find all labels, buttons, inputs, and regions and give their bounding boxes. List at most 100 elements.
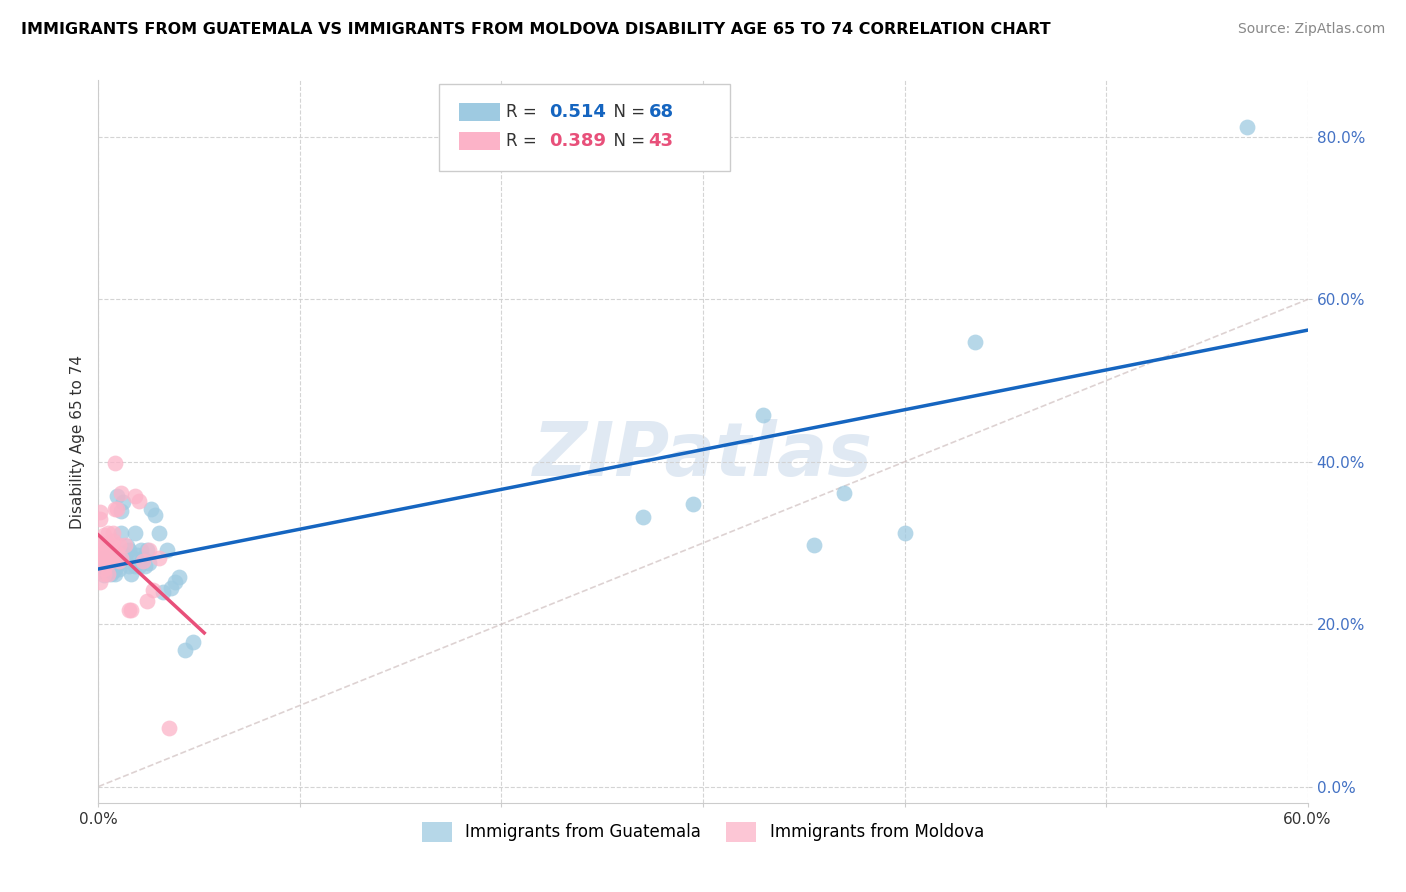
Point [97,565,120,579]
Point [91,557,114,571]
Point [89,574,111,589]
Point [101,554,124,568]
Point [97,558,120,573]
Point [128,493,150,508]
Point [132,550,155,565]
Point [682,497,704,511]
Point [124,489,146,503]
Point [134,558,156,573]
Point [124,558,146,573]
Point [163,574,186,589]
Point [97,526,120,541]
Point [93,566,115,581]
Point [132,554,155,568]
Text: R =: R = [506,132,541,150]
Point [89,565,111,579]
Point [96,544,118,558]
Point [93,558,115,573]
Point [101,565,124,579]
Point [965,334,987,349]
Point [803,538,825,552]
Point [89,554,111,568]
Point [138,557,160,571]
Point [129,542,152,557]
Point [91,540,114,554]
Point [118,558,141,573]
FancyBboxPatch shape [440,84,730,170]
Point [96,562,118,576]
Point [120,602,142,616]
Point [93,554,115,568]
Point [100,562,122,576]
Point [160,581,183,595]
Point [91,536,114,550]
Point [97,554,120,568]
Point [96,538,118,552]
Point [103,457,125,471]
Point [103,502,125,516]
Point [1236,120,1258,135]
Point [135,542,157,557]
Point [125,548,148,562]
Point [110,485,132,500]
Point [118,542,141,557]
Legend: Immigrants from Guatemala, Immigrants from Moldova: Immigrants from Guatemala, Immigrants fr… [415,815,991,848]
Point [89,505,111,519]
Point [91,548,114,562]
Point [138,542,160,557]
Point [128,558,150,573]
Point [91,552,114,566]
Point [103,557,125,571]
Text: 0.389: 0.389 [550,132,606,150]
Point [107,562,129,576]
Point [96,557,118,571]
Point [103,562,125,576]
Point [107,538,129,552]
Point [174,643,197,657]
Point [124,526,146,541]
Text: R =: R = [506,103,541,121]
Point [167,570,190,584]
Point [110,526,132,541]
Point [181,635,204,649]
Text: 43: 43 [648,132,673,150]
Text: N =: N = [603,103,650,121]
Point [107,550,129,565]
Point [156,542,179,557]
Point [148,526,170,541]
Point [103,566,125,581]
Point [96,550,118,565]
Point [100,554,122,568]
Point [89,548,111,562]
Point [97,550,120,565]
Point [142,583,165,598]
Point [93,568,115,582]
Point [135,594,157,608]
Point [101,526,124,541]
Point [100,538,122,552]
Point [118,602,141,616]
Text: Source: ZipAtlas.com: Source: ZipAtlas.com [1237,22,1385,37]
Y-axis label: Disability Age 65 to 74: Disability Age 65 to 74 [69,354,84,529]
Point [115,539,138,553]
Point [121,550,143,565]
Point [111,546,134,560]
Point [101,558,124,573]
Point [631,510,654,524]
FancyBboxPatch shape [458,132,501,151]
Text: N =: N = [603,132,650,150]
Point [120,566,142,581]
Point [111,495,134,509]
Point [105,489,128,503]
Point [143,508,166,522]
Point [97,560,120,574]
Point [101,534,124,549]
Point [100,557,122,571]
Point [100,546,122,560]
Point [752,408,775,422]
Text: 0.514: 0.514 [550,103,606,121]
Point [832,485,855,500]
Point [107,554,129,568]
Point [110,503,132,517]
Point [105,502,128,516]
